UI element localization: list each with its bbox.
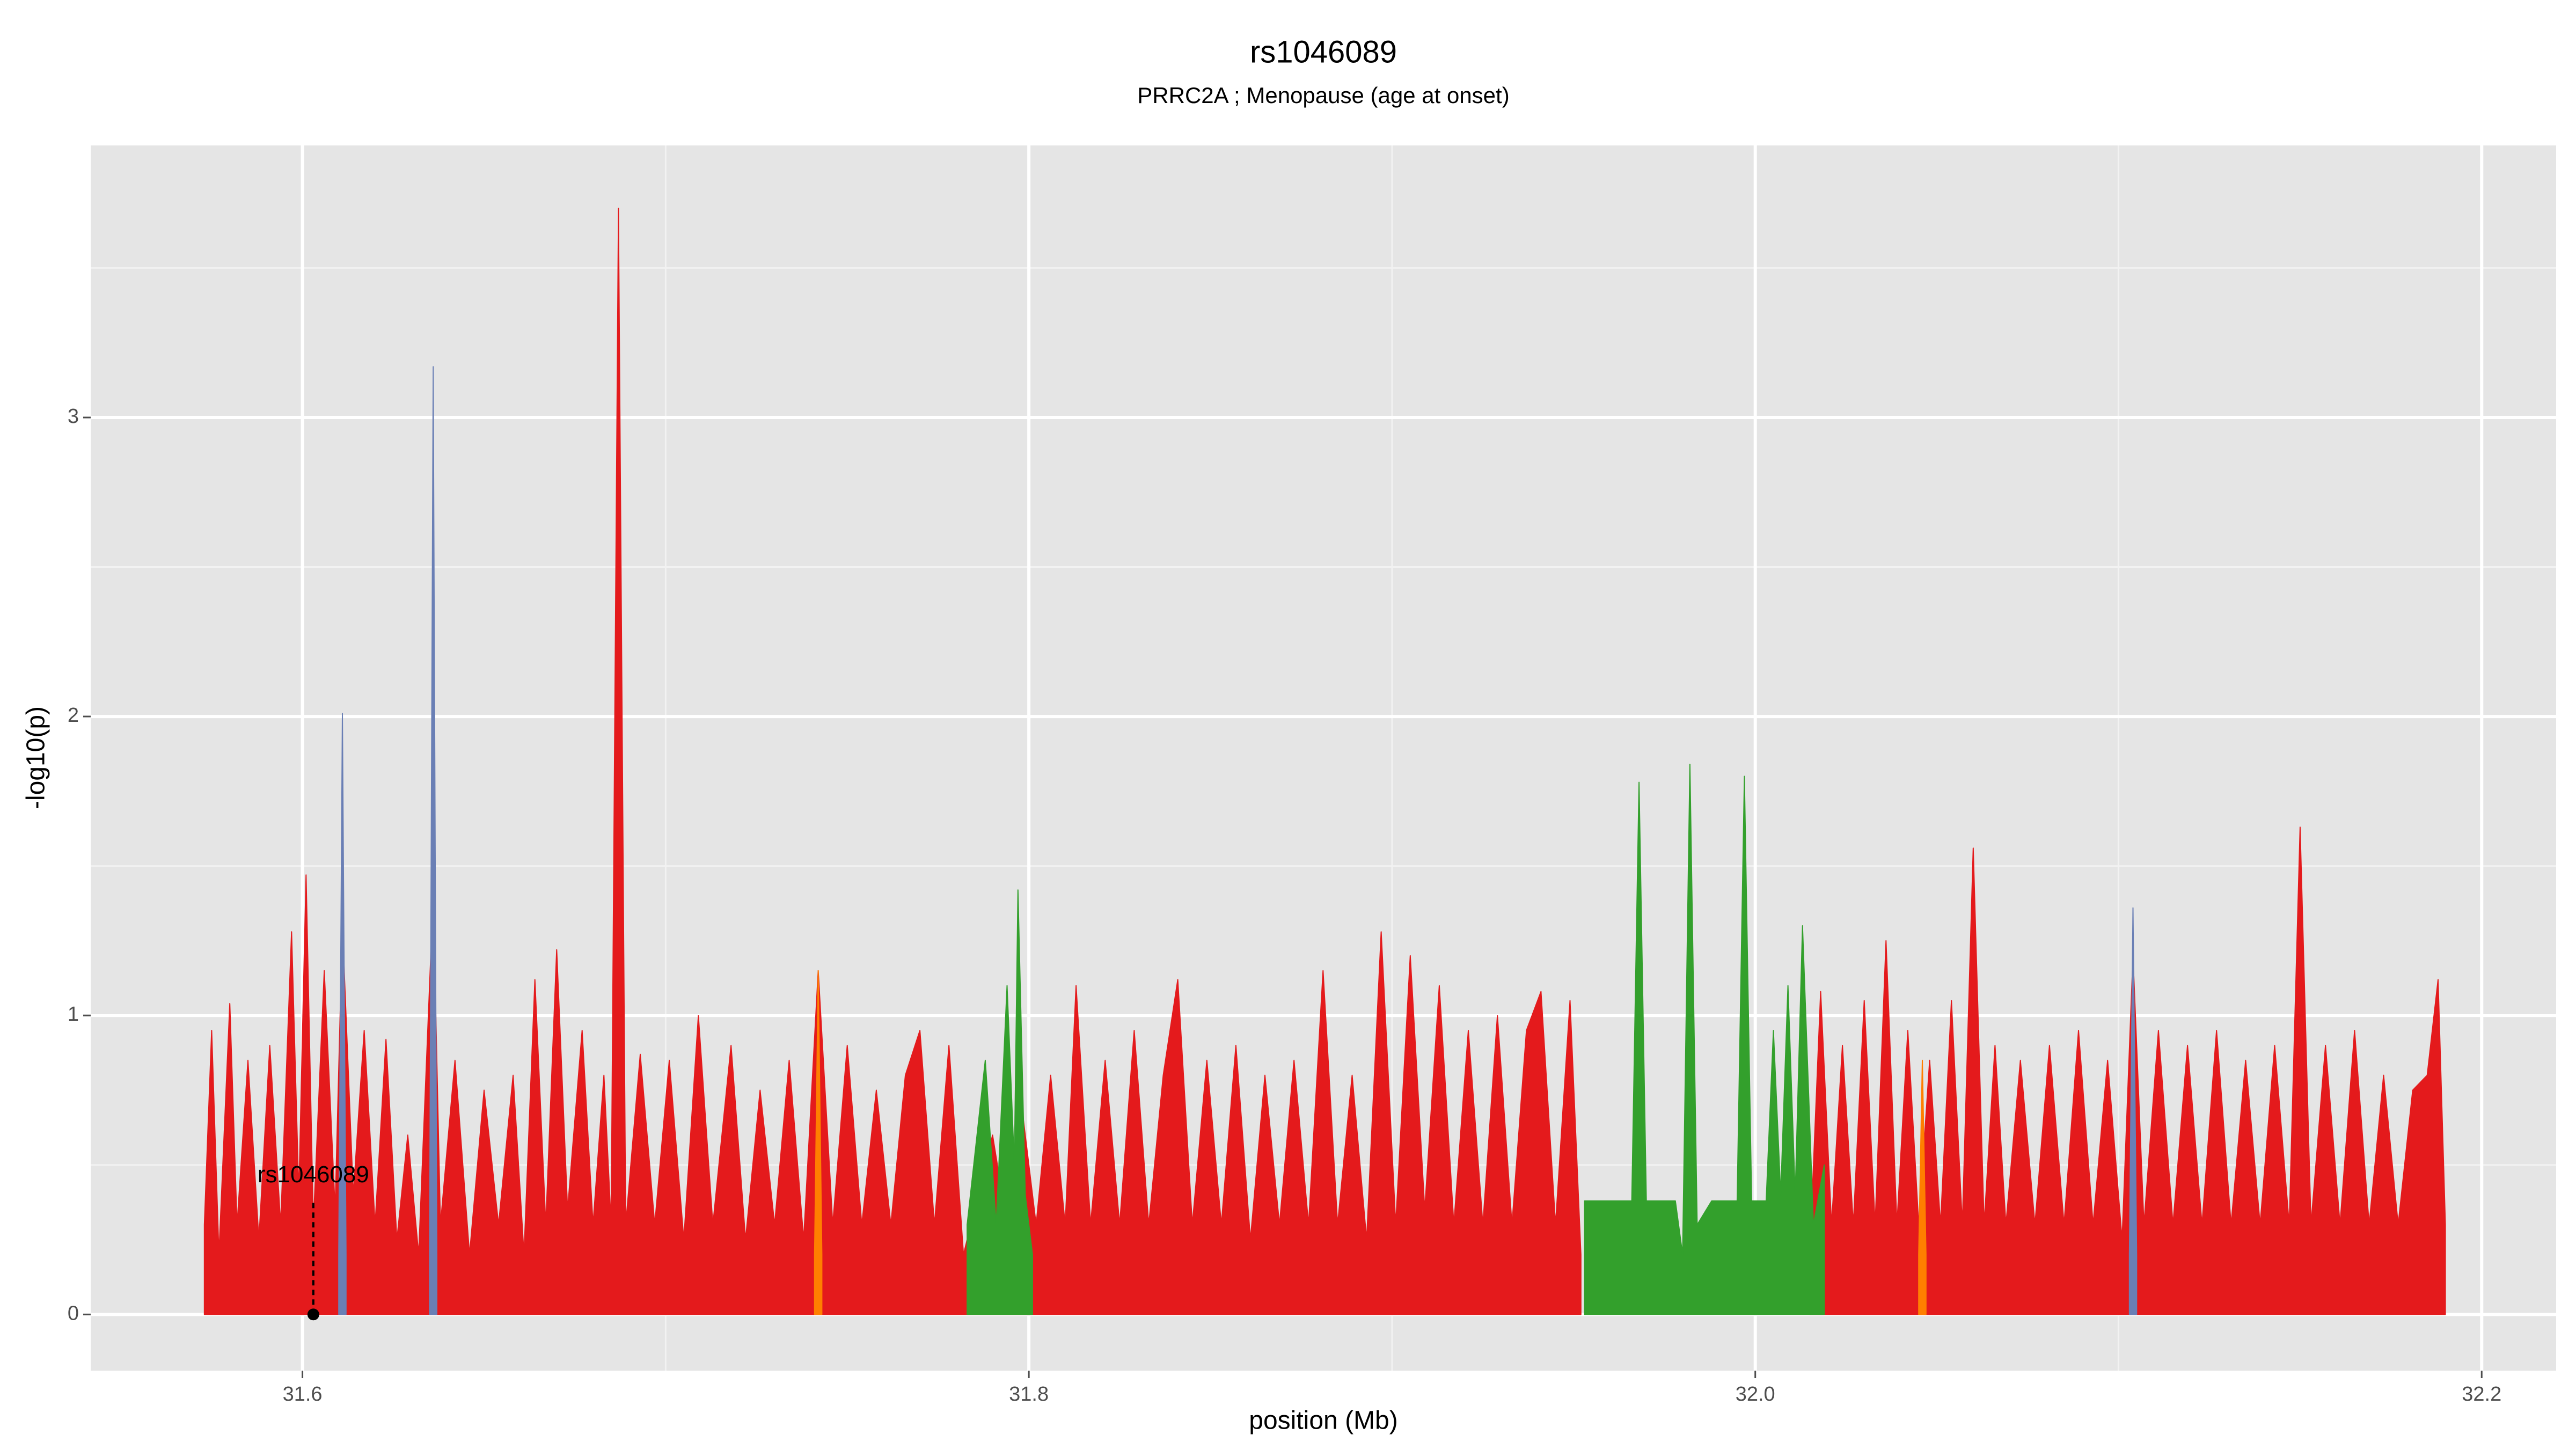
area — [967, 889, 1033, 1315]
x-tick-label: 31.6 — [283, 1383, 323, 1406]
area — [814, 970, 823, 1315]
area — [1584, 764, 1825, 1315]
y-tick-label: 1 — [68, 1003, 79, 1026]
x-axis-title: position (Mb) — [1249, 1407, 1397, 1435]
area — [338, 713, 347, 1315]
area — [429, 366, 437, 1315]
area — [2128, 907, 2138, 1315]
y-axis-title: -log10(p) — [22, 706, 50, 809]
chart-subtitle: PRRC2A ; Menopause (age at onset) — [1137, 83, 1509, 108]
x-tick-label: 32.0 — [1736, 1383, 1775, 1406]
annotation-label: rs1046089 — [258, 1161, 369, 1188]
x-tick-label: 31.8 — [1009, 1383, 1049, 1406]
y-tick-label: 0 — [68, 1302, 79, 1324]
x-tick-label: 32.2 — [2462, 1383, 2501, 1406]
area — [1809, 826, 2446, 1315]
annotation-point — [307, 1308, 319, 1321]
y-tick-label: 3 — [68, 405, 79, 428]
y-tick-label: 2 — [68, 704, 79, 727]
chart-title: rs1046089 — [1250, 34, 1397, 69]
area — [1918, 1059, 1927, 1315]
